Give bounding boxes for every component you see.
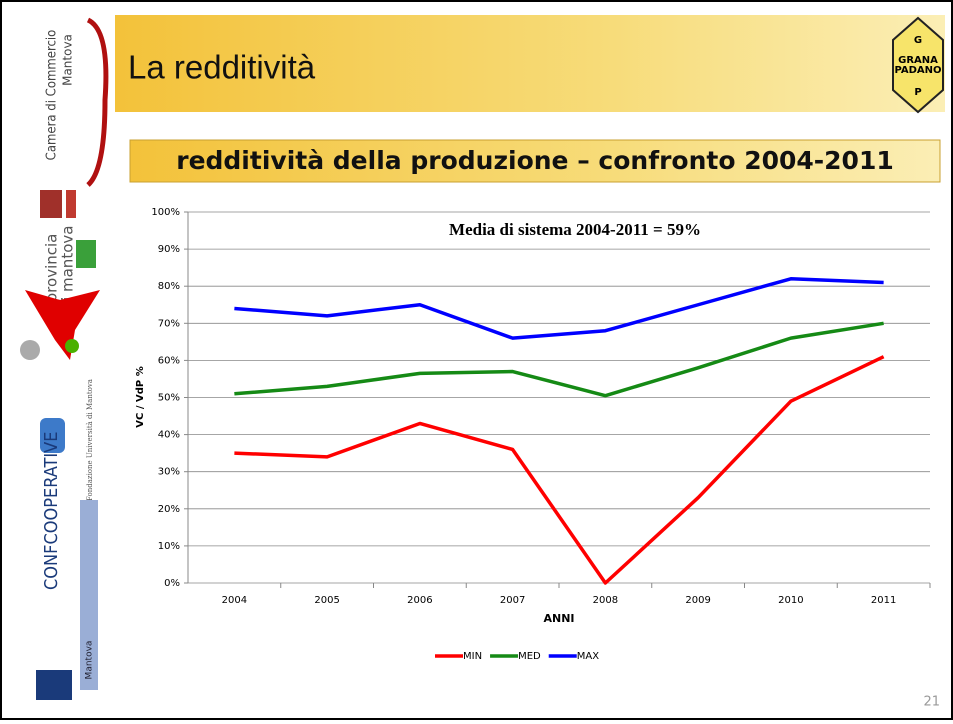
- series-line: [234, 355, 885, 585]
- confcoop-text: CONFCOOPERATIVE: [41, 432, 62, 590]
- provincia-city: di mantova: [59, 226, 77, 311]
- x-tick-label: 2006: [407, 595, 432, 606]
- title-box: [115, 15, 945, 112]
- legend-label: MED: [518, 651, 541, 662]
- x-tick-label: 2008: [593, 595, 618, 606]
- crest: [66, 190, 76, 218]
- y-tick-label: 50%: [158, 393, 180, 404]
- logo: G GRANA PADANO P: [892, 16, 944, 114]
- page-number: 21: [923, 695, 940, 710]
- crest: [76, 240, 96, 268]
- provincia-dot: [65, 339, 79, 353]
- logo-name: PADANO: [894, 65, 941, 76]
- title: La redditività: [128, 49, 316, 86]
- y-tick-label: 100%: [151, 207, 180, 218]
- y-tick-label: 10%: [158, 541, 180, 552]
- sidebar-curve: [86, 17, 109, 187]
- y-tick-label: 20%: [158, 504, 180, 515]
- y-tick-label: 60%: [158, 355, 180, 366]
- y-tick-label: 90%: [158, 244, 180, 255]
- camera-city: Mantova: [61, 34, 75, 86]
- confcoop-logo: [36, 670, 72, 700]
- crest: [40, 190, 62, 218]
- camera-text: Camera di Commercio: [45, 30, 60, 161]
- series-line: [234, 277, 884, 340]
- annotation: Media di sistema 2004-2011 = 59%: [449, 220, 701, 239]
- logo-shape: [892, 16, 944, 114]
- logo-top: G: [914, 35, 922, 46]
- provincia-logo: [25, 290, 100, 360]
- confcoop-city: Mantova: [85, 641, 95, 680]
- provincia-dot: [20, 340, 40, 360]
- x-tick-label: 2010: [778, 595, 803, 606]
- logo-bottom: P: [914, 87, 921, 98]
- x-tick-label: 2005: [314, 595, 339, 606]
- legend-label: MIN: [463, 651, 482, 662]
- x-tick-label: 2007: [500, 595, 525, 606]
- y-tick-label: 70%: [158, 318, 180, 329]
- x-axis-label: ANNI: [543, 612, 574, 625]
- x-tick-label: 2009: [685, 595, 710, 606]
- fondazione-text: Fondazione Università di Mantova: [85, 379, 94, 501]
- confcoop-band: [80, 500, 98, 690]
- y-tick-label: 40%: [158, 430, 180, 441]
- subtitle-box: [129, 139, 941, 183]
- fondazione-logo: [40, 418, 65, 453]
- y-tick-label: 80%: [158, 281, 180, 292]
- y-axis-label: VC / VdP %: [135, 366, 146, 427]
- logo-name: GRANA: [898, 55, 938, 66]
- series-line: [234, 321, 884, 398]
- y-tick-label: 30%: [158, 467, 180, 478]
- provincia-text: provincia: [43, 234, 61, 303]
- y-tick-label: 0%: [164, 578, 180, 589]
- chart: Media di sistema 2004-2011 = 59% VC / Vd…: [135, 207, 931, 662]
- x-tick-label: 2011: [871, 595, 896, 606]
- subtitle: redditività della produzione – confronto…: [176, 146, 894, 175]
- x-tick-label: 2004: [222, 595, 247, 606]
- legend-label: MAX: [577, 651, 599, 662]
